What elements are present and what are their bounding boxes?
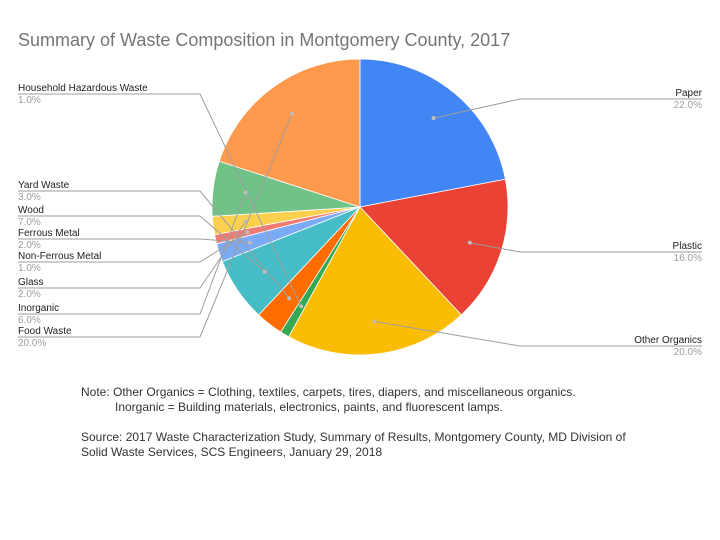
slice-label-inorganic: Inorganic — [18, 303, 59, 314]
slice-food-waste — [218, 58, 361, 208]
slice-label-non-ferrous-metal: Non-Ferrous Metal — [18, 251, 101, 262]
leader-line-yard-waste — [18, 190, 290, 299]
slice-percent-paper: 22.0% — [674, 100, 702, 111]
leader-dot-ferrous-metal — [248, 240, 253, 245]
source-line-2: Solid Waste Services, SCS Engineers, Jan… — [81, 445, 383, 459]
leader-dot-yard-waste — [287, 296, 292, 301]
leader-dot-glass — [243, 219, 248, 224]
leader-dot-plastic — [467, 240, 472, 245]
slice-percent-food-waste: 20.0% — [18, 338, 46, 349]
slice-label-glass: Glass — [18, 277, 44, 288]
slice-percent-wood: 7.0% — [18, 217, 41, 228]
source-line-1: Source: 2017 Waste Characterization Stud… — [81, 430, 626, 444]
leader-dot-paper — [431, 116, 436, 121]
slice-label-paper: Paper — [675, 88, 702, 99]
slice-label-wood: Wood — [18, 205, 44, 216]
slice-label-food-waste: Food Waste — [18, 326, 72, 337]
slice-paper — [359, 58, 506, 208]
leader-dot-inorganic — [243, 190, 248, 195]
note-other-organics: Note: Other Organics = Clothing, textile… — [81, 385, 576, 399]
slice-percent-non-ferrous-metal: 1.0% — [18, 263, 41, 274]
leader-dot-food-waste — [290, 111, 295, 116]
slice-percent-inorganic: 6.0% — [18, 315, 41, 326]
pie-slices — [211, 58, 509, 356]
pie-chart: Summary of Waste Composition in Montgome… — [18, 30, 703, 358]
leader-line-food-waste — [18, 113, 293, 338]
slice-label-household-hazardous-waste: Household Hazardous Waste — [18, 83, 148, 94]
leader-line-household-hazardous-waste — [18, 93, 302, 307]
leader-line-plastic — [469, 242, 702, 253]
leader-dot-household-hazardous-waste — [299, 304, 304, 309]
slice-label-yard-waste: Yard Waste — [18, 180, 70, 191]
note-inorganic: Inorganic = Building materials, electron… — [115, 400, 503, 414]
chart-notes: Note: Other Organics = Clothing, textile… — [81, 385, 681, 460]
slice-label-ferrous-metal: Ferrous Metal — [18, 228, 80, 239]
leader-line-paper — [433, 98, 702, 119]
slice-plastic — [359, 178, 509, 316]
slice-percent-household-hazardous-waste: 1.0% — [18, 95, 41, 106]
slice-percent-plastic: 16.0% — [674, 253, 702, 264]
leader-dot-wood — [262, 269, 267, 274]
slice-label-plastic: Plastic — [673, 241, 702, 252]
chart-title: Summary of Waste Composition in Montgome… — [18, 30, 510, 50]
slice-percent-ferrous-metal: 2.0% — [18, 240, 41, 251]
leader-dot-non-ferrous-metal — [245, 230, 250, 235]
leader-dot-other-organics — [372, 319, 377, 324]
slice-percent-glass: 2.0% — [18, 289, 41, 300]
slice-label-other-organics: Other Organics — [634, 335, 702, 346]
leader-line-wood — [18, 215, 265, 273]
leader-line-inorganic — [18, 192, 246, 315]
leader-line-glass — [18, 221, 246, 289]
leader-line-other-organics — [374, 321, 702, 347]
slice-percent-yard-waste: 3.0% — [18, 192, 41, 203]
slice-percent-other-organics: 20.0% — [674, 347, 702, 358]
slice-other-organics — [288, 206, 462, 356]
